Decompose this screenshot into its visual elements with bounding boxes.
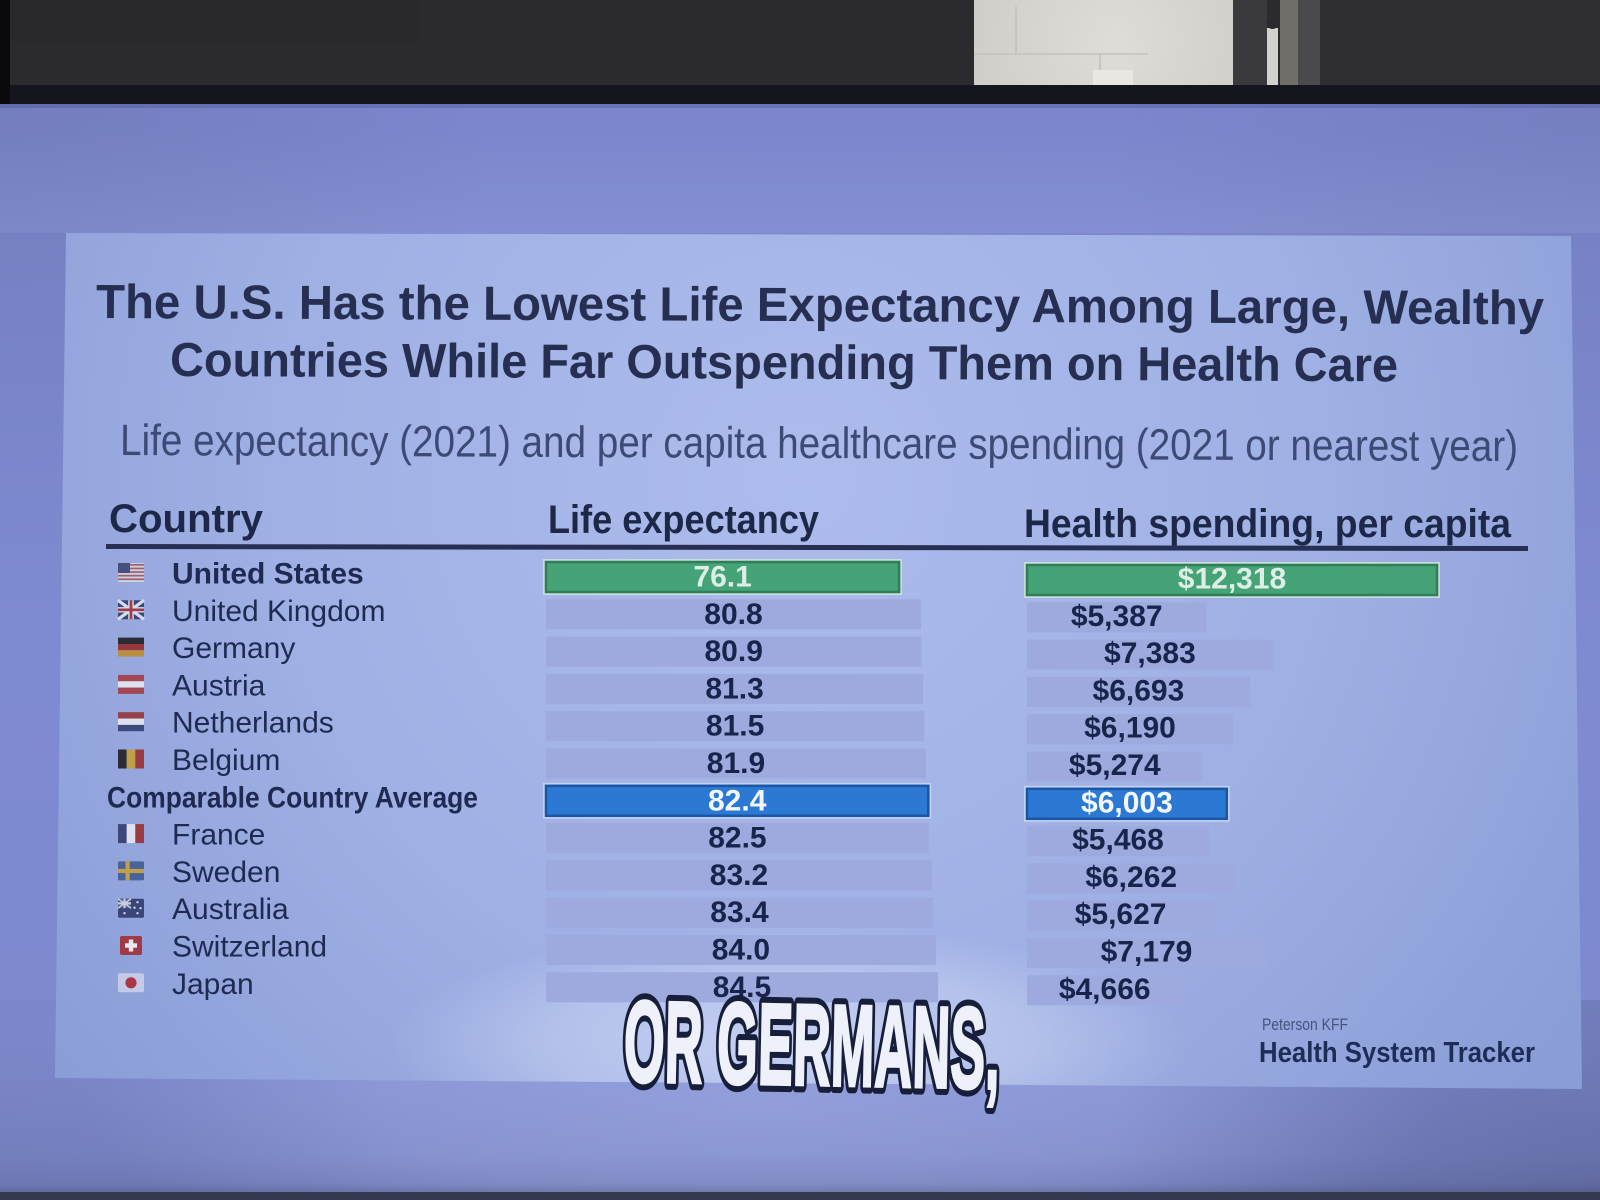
svg-text:$7,179: $7,179 <box>1101 936 1193 969</box>
svg-text:82.5: 82.5 <box>708 822 766 855</box>
svg-text:81.9: 81.9 <box>707 747 765 780</box>
svg-text:81.3: 81.3 <box>705 672 763 705</box>
svg-text:France: France <box>172 819 265 852</box>
svg-text:Belgium: Belgium <box>172 744 280 777</box>
svg-text:$6,003: $6,003 <box>1081 786 1173 819</box>
svg-text:$5,468: $5,468 <box>1072 824 1164 857</box>
svg-text:United Kingdom: United Kingdom <box>172 595 385 628</box>
svg-text:$6,190: $6,190 <box>1084 712 1176 745</box>
svg-text:76.1: 76.1 <box>693 561 751 594</box>
svg-text:84.0: 84.0 <box>712 934 770 967</box>
svg-text:$5,387: $5,387 <box>1071 600 1163 633</box>
svg-text:United States: United States <box>172 558 364 591</box>
svg-text:80.8: 80.8 <box>704 598 762 631</box>
svg-text:81.5: 81.5 <box>706 710 764 743</box>
svg-text:Health System Tracker: Health System Tracker <box>1259 1037 1535 1069</box>
svg-text:Comparable Country Average: Comparable Country Average <box>107 781 478 814</box>
svg-text:83.4: 83.4 <box>710 896 769 929</box>
svg-text:82.4: 82.4 <box>708 784 767 817</box>
svg-text:Japan: Japan <box>172 968 254 1001</box>
svg-text:Austria: Austria <box>172 669 266 702</box>
svg-text:Switzerland: Switzerland <box>172 931 327 964</box>
svg-text:$4,666: $4,666 <box>1059 973 1151 1006</box>
svg-text:OR GERMANS,: OR GERMANS, <box>623 976 1001 1113</box>
svg-text:84.5: 84.5 <box>713 971 771 1004</box>
svg-text:$5,274: $5,274 <box>1069 749 1161 782</box>
svg-text:Germany: Germany <box>172 632 295 665</box>
svg-text:Health spending, per capita: Health spending, per capita <box>1024 502 1512 546</box>
svg-text:The U.S. Has the Lowest Life E: The U.S. Has the Lowest Life Expectancy … <box>96 276 1545 335</box>
svg-text:Country: Country <box>109 497 264 541</box>
svg-text:$7,383: $7,383 <box>1104 637 1196 670</box>
svg-text:80.9: 80.9 <box>705 635 763 668</box>
svg-text:$6,693: $6,693 <box>1093 674 1185 707</box>
svg-text:Countries While Far Outspendin: Countries While Far Outspending Them on … <box>170 334 1398 392</box>
svg-text:Australia: Australia <box>172 893 289 926</box>
svg-text:$6,262: $6,262 <box>1085 861 1177 894</box>
svg-text:Life expectancy (2021) and per: Life expectancy (2021) and per capita he… <box>120 416 1518 471</box>
svg-text:83.2: 83.2 <box>710 859 768 892</box>
svg-text:$12,318: $12,318 <box>1178 563 1286 596</box>
svg-text:Peterson KFF: Peterson KFF <box>1262 1015 1348 1034</box>
svg-text:Netherlands: Netherlands <box>172 707 334 740</box>
svg-text:Sweden: Sweden <box>172 856 280 889</box>
svg-text:OR GERMANS,: OR GERMANS, <box>623 976 1001 1113</box>
svg-text:$5,627: $5,627 <box>1075 898 1167 931</box>
svg-text:Life expectancy: Life expectancy <box>548 498 820 542</box>
